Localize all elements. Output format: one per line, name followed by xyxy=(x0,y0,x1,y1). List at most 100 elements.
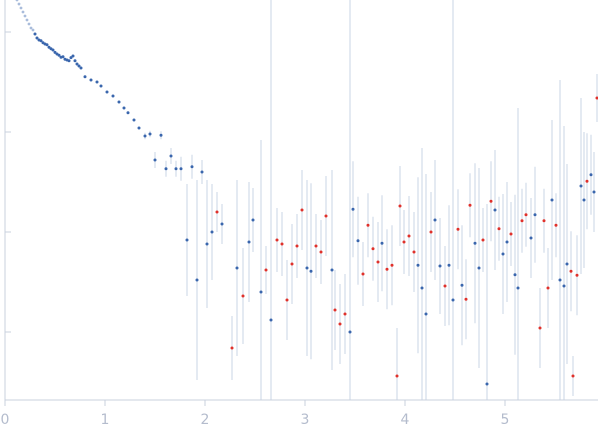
data-point-131 xyxy=(585,179,589,183)
faint-point-0 xyxy=(15,0,19,2)
data-point-22 xyxy=(77,64,81,68)
data-point-73 xyxy=(343,312,347,316)
data-point-12 xyxy=(57,53,61,57)
data-points xyxy=(15,0,598,386)
data-point-30 xyxy=(117,100,121,104)
data-point-98 xyxy=(456,227,460,231)
data-point-99 xyxy=(460,283,464,287)
data-point-126 xyxy=(569,269,573,273)
data-point-40 xyxy=(169,154,173,158)
data-point-14 xyxy=(61,55,65,59)
data-point-6 xyxy=(45,43,49,47)
data-point-81 xyxy=(380,241,384,245)
data-point-51 xyxy=(230,346,234,350)
data-point-29 xyxy=(111,94,115,98)
data-point-116 xyxy=(529,236,533,240)
data-point-24 xyxy=(83,75,87,79)
data-point-76 xyxy=(356,239,360,243)
data-point-7 xyxy=(47,45,51,49)
faint-point-6 xyxy=(27,22,31,26)
data-point-120 xyxy=(546,286,550,290)
data-point-117 xyxy=(533,213,537,217)
data-point-111 xyxy=(509,232,513,236)
data-point-44 xyxy=(190,165,194,169)
data-point-107 xyxy=(493,208,497,212)
data-point-9 xyxy=(51,48,55,52)
data-point-58 xyxy=(269,318,273,322)
data-point-86 xyxy=(402,240,406,244)
faint-point-1 xyxy=(17,2,21,6)
faint-point-4 xyxy=(23,14,27,18)
data-point-83 xyxy=(390,263,394,267)
data-point-85 xyxy=(398,204,402,208)
faint-point-2 xyxy=(19,6,23,10)
data-point-72 xyxy=(338,322,342,326)
data-point-17 xyxy=(67,59,71,63)
data-point-112 xyxy=(513,273,517,277)
data-point-91 xyxy=(424,312,428,316)
data-point-75 xyxy=(351,207,355,211)
data-point-69 xyxy=(324,214,328,218)
data-point-50 xyxy=(220,222,224,226)
data-point-59 xyxy=(275,238,279,242)
data-point-61 xyxy=(285,298,289,302)
data-point-82 xyxy=(385,267,389,271)
data-point-56 xyxy=(259,290,263,294)
x-tick-label-0: 0 xyxy=(1,412,10,428)
data-point-115 xyxy=(524,213,528,217)
data-point-18 xyxy=(69,56,73,60)
data-point-125 xyxy=(565,262,569,266)
data-point-96 xyxy=(447,263,451,267)
data-point-119 xyxy=(542,219,546,223)
faint-point-5 xyxy=(25,18,29,22)
data-point-80 xyxy=(376,260,380,264)
data-point-45 xyxy=(195,278,199,282)
x-ticks: 0 1 2 3 4 5 xyxy=(1,400,509,428)
data-point-28 xyxy=(105,90,109,94)
data-point-118 xyxy=(538,326,542,330)
faint-point-7 xyxy=(29,26,33,30)
data-point-68 xyxy=(319,250,323,254)
data-point-3 xyxy=(39,39,43,43)
data-point-33 xyxy=(132,118,136,122)
data-point-87 xyxy=(407,234,411,238)
data-point-71 xyxy=(333,308,337,312)
data-point-104 xyxy=(481,238,485,242)
data-point-37 xyxy=(153,158,157,162)
data-point-54 xyxy=(247,240,251,244)
data-point-92 xyxy=(429,230,433,234)
data-point-10 xyxy=(53,50,57,54)
data-point-34 xyxy=(137,126,141,130)
x-tick-label-3: 3 xyxy=(301,412,310,428)
data-point-89 xyxy=(416,263,420,267)
data-point-133 xyxy=(592,190,596,194)
data-point-101 xyxy=(468,203,472,207)
data-point-31 xyxy=(122,106,126,110)
data-point-36 xyxy=(148,132,152,136)
data-point-88 xyxy=(412,250,416,254)
data-point-43 xyxy=(185,238,189,242)
data-point-134 xyxy=(595,96,598,100)
data-point-47 xyxy=(205,242,209,246)
data-point-114 xyxy=(520,219,524,223)
data-point-26 xyxy=(95,80,99,84)
data-point-41 xyxy=(174,167,178,171)
data-point-79 xyxy=(371,247,375,251)
data-point-55 xyxy=(251,218,255,222)
data-point-74 xyxy=(348,330,352,334)
data-point-109 xyxy=(501,252,505,256)
data-point-77 xyxy=(361,272,365,276)
data-point-35 xyxy=(143,134,147,138)
data-point-60 xyxy=(280,242,284,246)
data-point-25 xyxy=(89,78,93,82)
data-point-39 xyxy=(164,167,168,171)
data-point-100 xyxy=(464,297,468,301)
data-point-0 xyxy=(33,32,37,36)
data-point-63 xyxy=(295,244,299,248)
data-point-66 xyxy=(309,269,313,273)
data-point-38 xyxy=(159,133,163,137)
data-point-78 xyxy=(366,223,370,227)
data-point-62 xyxy=(290,262,294,266)
data-point-123 xyxy=(558,278,562,282)
x-tick-label-4: 4 xyxy=(401,412,410,428)
